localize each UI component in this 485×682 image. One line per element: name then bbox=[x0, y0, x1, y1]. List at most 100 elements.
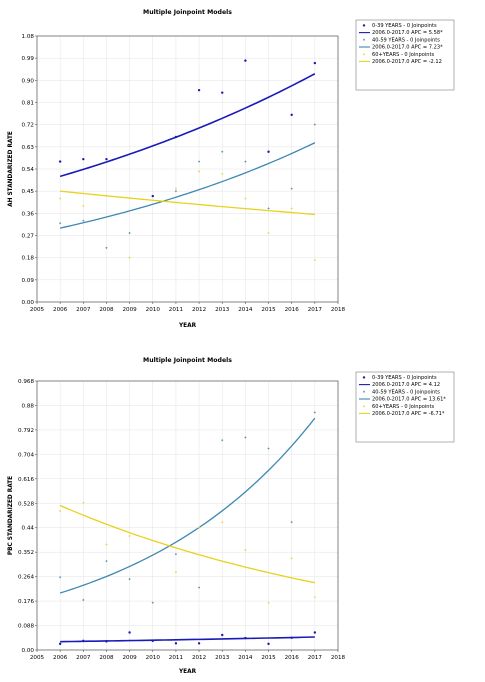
x-tick-label: 2016 bbox=[285, 655, 300, 661]
data-point bbox=[313, 596, 316, 599]
data-point bbox=[151, 639, 154, 643]
data-point bbox=[290, 187, 293, 190]
y-tick-label: 0.792 bbox=[18, 428, 34, 434]
legend-marker bbox=[363, 405, 365, 408]
x-tick-label: 2008 bbox=[99, 307, 114, 313]
legend-fit-label: 2006.0-2017.0 APC = -6.71* bbox=[372, 411, 445, 417]
x-tick-label: 2007 bbox=[76, 655, 91, 661]
data-point bbox=[174, 571, 177, 574]
x-tick-label: 2008 bbox=[99, 655, 114, 661]
data-point bbox=[82, 204, 85, 207]
legend-marker bbox=[362, 24, 366, 27]
data-point bbox=[267, 447, 270, 450]
data-point bbox=[267, 150, 270, 153]
y-tick-label: 0.968 bbox=[18, 379, 34, 385]
data-point bbox=[244, 548, 247, 551]
data-point bbox=[198, 160, 201, 163]
y-tick-label: 0.44 bbox=[22, 526, 35, 532]
data-point bbox=[221, 150, 224, 153]
data-point bbox=[290, 557, 293, 560]
data-point bbox=[174, 135, 178, 139]
legend-box bbox=[355, 19, 455, 91]
data-point bbox=[313, 411, 316, 414]
data-point bbox=[128, 232, 131, 235]
data-point bbox=[313, 259, 316, 262]
x-tick-label: 2005 bbox=[30, 307, 45, 313]
data-point bbox=[82, 501, 85, 504]
x-tick-label: 2015 bbox=[261, 307, 276, 313]
chart-title: Multiple Joinpoint Models bbox=[143, 357, 232, 364]
y-tick-label: 0.45 bbox=[22, 189, 35, 195]
data-point bbox=[221, 633, 224, 637]
data-point bbox=[82, 157, 85, 161]
x-tick-label: 2011 bbox=[169, 655, 184, 661]
y-tick-label: 0.528 bbox=[18, 501, 34, 507]
y-tick-label: 0.54 bbox=[22, 167, 35, 173]
x-axis-label: YEAR bbox=[178, 323, 197, 329]
y-tick-label: 0.00 bbox=[22, 300, 35, 306]
data-point bbox=[128, 535, 131, 538]
y-tick-label: 1.08 bbox=[22, 34, 35, 40]
data-point bbox=[59, 510, 62, 513]
legend-fit-label: 2006.0-2017.0 APC = 5.58* bbox=[372, 30, 443, 36]
y-tick-label: 0.18 bbox=[22, 256, 35, 262]
legend-marker bbox=[363, 390, 365, 393]
data-point bbox=[221, 91, 224, 94]
y-tick-label: 0.704 bbox=[18, 452, 34, 458]
data-point bbox=[58, 160, 62, 163]
legend-marker bbox=[362, 376, 366, 379]
fit-line-series-3 bbox=[59, 504, 315, 584]
x-tick-label: 2006 bbox=[53, 655, 68, 661]
data-point bbox=[174, 190, 177, 193]
x-tick-label: 2015 bbox=[261, 655, 276, 661]
data-point bbox=[128, 631, 131, 634]
legend-fit-label: 2006.0-2017.0 APC = 4.12 bbox=[372, 382, 440, 388]
x-tick-label: 2018 bbox=[331, 655, 346, 661]
x-tick-label: 2014 bbox=[238, 655, 253, 661]
x-axis-label: YEAR bbox=[178, 669, 197, 675]
y-tick-label: 0.88 bbox=[22, 403, 35, 409]
x-tick-label: 2016 bbox=[285, 307, 300, 313]
y-tick-label: 0.99 bbox=[22, 56, 35, 62]
legend-series-label: 40-59 YEARS - 0 Joinpoints bbox=[372, 389, 440, 395]
data-point bbox=[105, 560, 108, 563]
fit-line-series-1 bbox=[60, 636, 315, 643]
data-point bbox=[290, 636, 293, 639]
x-tick-label: 2007 bbox=[76, 307, 91, 313]
y-tick-label: 0.616 bbox=[18, 477, 34, 483]
data-point bbox=[174, 187, 177, 190]
data-point bbox=[151, 601, 154, 604]
data-point bbox=[244, 59, 247, 62]
data-point bbox=[128, 578, 131, 581]
x-tick-label: 2009 bbox=[122, 655, 137, 661]
data-point bbox=[105, 640, 108, 643]
data-point bbox=[174, 642, 178, 645]
legend-fit-label: 2006.0-2017.0 APC = 13.61* bbox=[372, 397, 446, 403]
x-tick-label: 2005 bbox=[30, 655, 45, 661]
legend-series-label: 40-59 YEARS - 0 Joinpoints bbox=[372, 37, 440, 43]
data-point bbox=[313, 123, 316, 126]
legend-fit-label: 2006.0-2017.0 APC = 7.23* bbox=[372, 45, 443, 51]
y-tick-label: 0.36 bbox=[22, 211, 35, 217]
data-point bbox=[290, 207, 293, 210]
chart-title: Multiple Joinpoint Models bbox=[143, 9, 232, 16]
data-point bbox=[267, 207, 270, 210]
y-tick-label: 0.81 bbox=[22, 101, 35, 107]
y-tick-label: 0.90 bbox=[22, 78, 35, 84]
data-point bbox=[82, 639, 85, 643]
x-tick-label: 2013 bbox=[215, 655, 230, 661]
legend-series-label: 0-39 YEARS - 0 Joinpoints bbox=[372, 375, 437, 381]
legend-marker bbox=[363, 53, 365, 56]
y-tick-label: 0.352 bbox=[18, 550, 34, 556]
x-tick-label: 2010 bbox=[146, 307, 161, 313]
x-tick-label: 2006 bbox=[53, 307, 68, 313]
fit-line-series-2 bbox=[60, 142, 316, 229]
y-tick-label: 0.27 bbox=[22, 234, 35, 240]
x-tick-label: 2012 bbox=[192, 655, 206, 661]
data-point bbox=[59, 197, 62, 200]
legend-series-label: 60+YEARS - 0 Joinpoints bbox=[372, 52, 435, 58]
x-tick-label: 2018 bbox=[331, 307, 346, 313]
data-point bbox=[244, 436, 247, 439]
data-point bbox=[128, 256, 131, 259]
